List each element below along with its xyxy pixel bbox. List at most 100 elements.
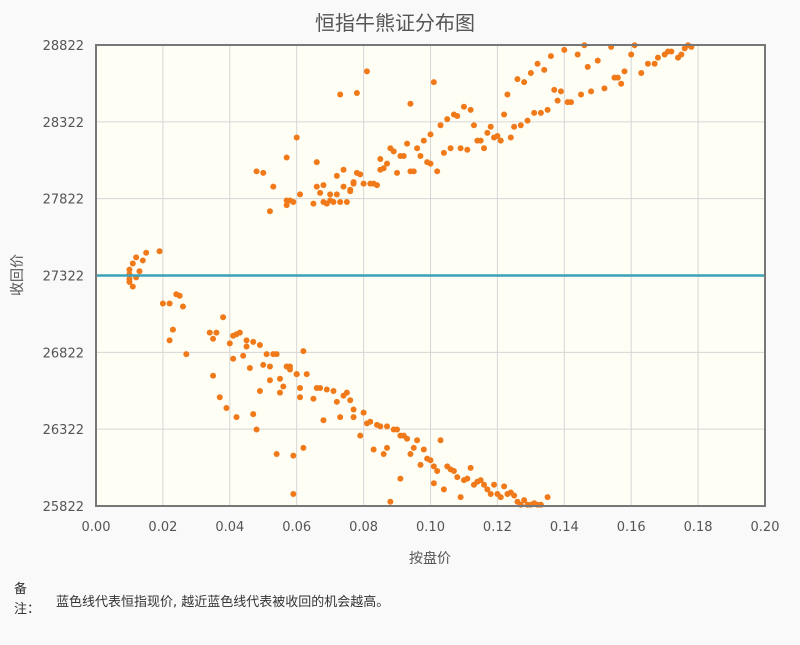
data-point	[317, 384, 324, 391]
data-point	[544, 106, 551, 113]
data-point	[290, 491, 297, 498]
data-point	[501, 483, 508, 490]
data-point	[454, 474, 461, 481]
data-point	[340, 166, 347, 173]
data-point	[276, 389, 283, 396]
data-point	[166, 337, 173, 344]
data-point	[477, 137, 484, 144]
data-point	[216, 394, 223, 401]
data-point	[263, 351, 270, 358]
data-point	[410, 168, 417, 175]
data-point	[427, 160, 434, 167]
data-point	[283, 154, 290, 161]
data-point	[394, 169, 401, 176]
data-point	[440, 149, 447, 156]
x-tick-label: 0.02	[148, 520, 177, 535]
data-point	[176, 292, 183, 299]
x-tick-label: 0.18	[684, 520, 713, 535]
x-tick-label: 0.20	[751, 520, 780, 535]
data-point	[320, 182, 327, 189]
data-point	[297, 384, 304, 391]
data-point	[273, 451, 280, 458]
data-point	[126, 278, 133, 285]
data-point	[537, 109, 544, 116]
data-point	[243, 337, 250, 344]
data-point	[531, 109, 538, 116]
data-point	[454, 112, 461, 119]
data-point	[450, 467, 457, 474]
data-point	[297, 394, 304, 401]
data-point	[430, 480, 437, 487]
data-point	[313, 159, 320, 166]
data-point	[206, 329, 213, 336]
data-point	[270, 183, 277, 190]
data-point	[417, 461, 424, 468]
data-point	[343, 199, 350, 206]
data-point	[420, 446, 427, 453]
data-point	[347, 397, 354, 404]
data-point	[511, 492, 518, 499]
data-point	[377, 156, 384, 163]
data-point	[420, 137, 427, 144]
data-point	[464, 146, 471, 153]
data-point	[129, 260, 136, 267]
data-point	[337, 199, 344, 206]
data-point	[300, 348, 307, 355]
y-tick-label: 25822	[43, 500, 84, 515]
data-point	[327, 191, 334, 198]
data-point	[377, 423, 384, 430]
data-point	[253, 426, 260, 433]
data-point	[337, 91, 344, 98]
data-point	[614, 74, 621, 81]
data-point	[343, 389, 350, 396]
data-point	[497, 137, 504, 144]
data-point	[427, 457, 434, 464]
data-point	[266, 377, 273, 384]
data-point	[360, 409, 367, 416]
y-tick-label: 28322	[43, 116, 84, 131]
data-point	[159, 300, 166, 307]
x-tick-label: 0.06	[282, 520, 311, 535]
data-point	[511, 123, 518, 130]
data-point	[557, 88, 564, 95]
data-point	[444, 116, 451, 123]
data-point	[621, 68, 628, 75]
data-point	[567, 99, 574, 106]
data-point	[310, 200, 317, 207]
x-tick-label: 0.08	[349, 520, 378, 535]
data-point	[561, 46, 568, 53]
x-tick-label: 0.04	[215, 520, 244, 535]
data-point	[434, 467, 441, 474]
data-point	[210, 335, 217, 342]
x-axis-label: 按盘价	[409, 550, 451, 567]
data-point	[333, 398, 340, 405]
data-point	[233, 414, 240, 421]
data-point	[303, 371, 310, 378]
data-point	[133, 254, 140, 261]
data-point	[246, 365, 253, 372]
plot-border	[95, 44, 766, 507]
data-point	[644, 60, 651, 67]
x-tick-label: 0.12	[483, 520, 512, 535]
data-point	[477, 477, 484, 484]
data-point	[384, 423, 391, 430]
note-text: 蓝色线代表恒指现价, 越近蓝色线代表被收回的机会越高。	[56, 595, 390, 610]
data-point	[427, 131, 434, 138]
y-tick-label: 28822	[43, 39, 84, 54]
data-point	[467, 464, 474, 471]
x-tick-label: 0.14	[550, 520, 579, 535]
data-point	[541, 66, 548, 73]
data-point	[220, 314, 227, 321]
data-point	[333, 191, 340, 198]
data-point	[544, 494, 551, 501]
data-point	[360, 180, 367, 187]
x-tick-label: 0.00	[82, 520, 111, 535]
data-point	[487, 123, 494, 130]
note-label: 备注：	[14, 582, 41, 617]
data-point	[273, 351, 280, 358]
data-point	[517, 122, 524, 129]
data-point	[236, 329, 243, 336]
data-point	[330, 199, 337, 206]
data-point	[460, 103, 467, 110]
data-point	[139, 257, 146, 264]
